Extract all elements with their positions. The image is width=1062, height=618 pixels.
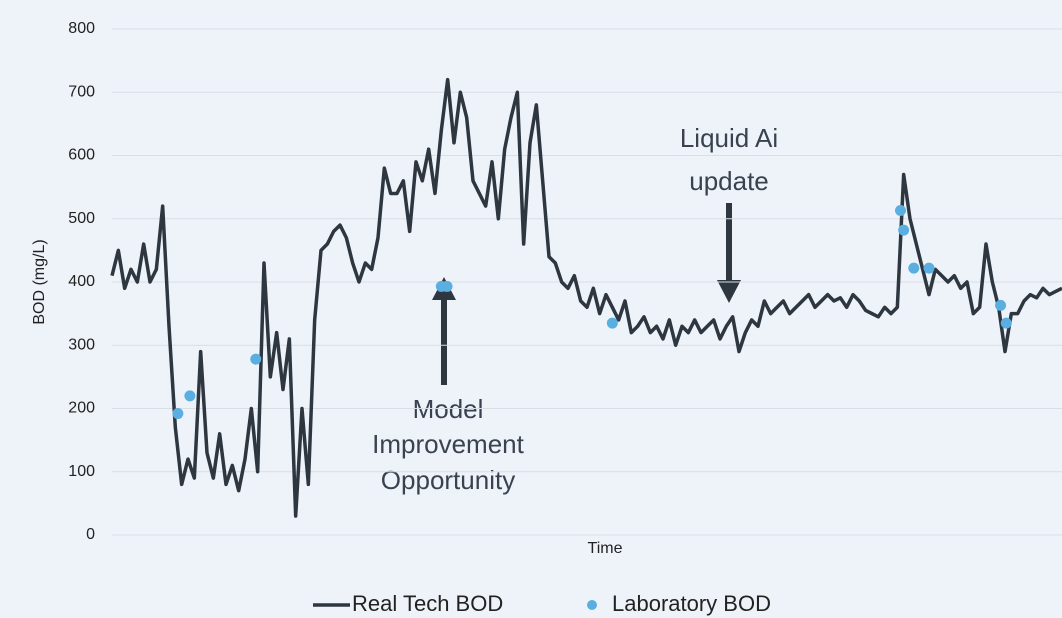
legend-label: Real Tech BOD	[352, 591, 503, 616]
point	[172, 408, 184, 420]
point	[1000, 317, 1012, 329]
arrow-head	[717, 280, 741, 303]
y-tick-label: 300	[68, 336, 95, 353]
point	[441, 280, 453, 292]
point	[923, 262, 935, 274]
annotation: Liquid Ai	[680, 123, 778, 153]
point	[898, 224, 910, 236]
legend-label: Laboratory BOD	[612, 591, 771, 616]
y-tick-label: 800	[68, 20, 95, 37]
y-tick-label: 700	[68, 83, 95, 100]
y-tick-label: 100	[68, 463, 95, 480]
point	[908, 262, 920, 274]
y-tick-label: 200	[68, 400, 95, 417]
y-tick-label: 400	[68, 273, 95, 290]
point	[184, 390, 196, 402]
point	[250, 353, 262, 365]
y-tick-label: 0	[86, 526, 95, 543]
y-tick-label: 500	[68, 210, 95, 227]
y-tick-label: 600	[68, 147, 95, 164]
y-axis-label: BOD (mg/L)	[31, 239, 48, 324]
x-axis-label: Time	[588, 540, 623, 557]
annotation: Opportunity	[381, 465, 515, 495]
point	[895, 205, 906, 217]
line	[110, 77, 1062, 518]
legend-marker	[587, 600, 597, 610]
point	[995, 299, 1007, 311]
annotation: Improvement	[372, 429, 524, 459]
annotation: update	[689, 166, 769, 196]
point	[606, 317, 618, 329]
